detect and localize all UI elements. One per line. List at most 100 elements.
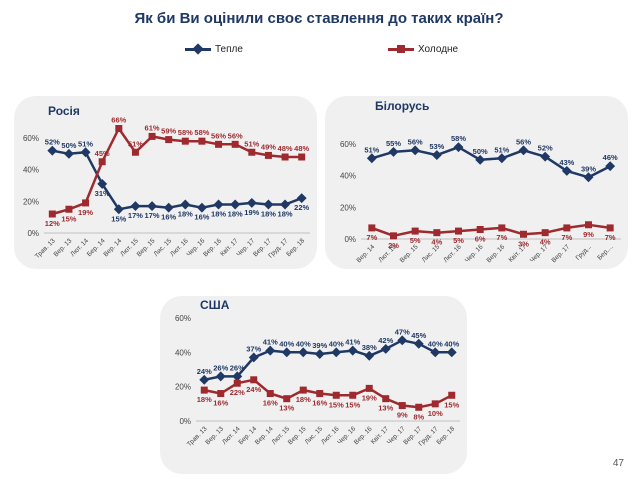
usa-panel: США 0% 20% 40% 60% Трав. 13 Вер. 13 Лют. 14 Бер.… bbox=[160, 296, 467, 474]
belarus-panel: Білорусь 0% 20% 40% 60% Вер. 14 Лют. 15 Вер. 15… bbox=[325, 96, 628, 269]
data-label-warm: 56% bbox=[516, 137, 531, 146]
data-label-cold: 22% bbox=[230, 388, 245, 397]
y-tick-label: 40% bbox=[23, 166, 39, 175]
legend-cold-swatch bbox=[388, 45, 414, 53]
data-point-cold bbox=[585, 221, 592, 229]
data-label-warm: 52% bbox=[45, 138, 60, 147]
x-tick-label: Бер.... bbox=[596, 243, 614, 261]
data-point-cold bbox=[520, 230, 527, 238]
data-point-warm bbox=[397, 335, 408, 346]
data-point-warm bbox=[199, 374, 210, 385]
data-point-cold bbox=[382, 395, 390, 403]
data-label-cold: 56% bbox=[228, 131, 243, 140]
data-label-warm: 15% bbox=[111, 214, 126, 223]
data-label-cold: 5% bbox=[453, 236, 464, 245]
data-label-warm: 43% bbox=[559, 158, 574, 167]
data-point-warm bbox=[113, 204, 124, 215]
data-point-warm bbox=[232, 371, 243, 382]
data-label-cold: 24% bbox=[246, 385, 261, 394]
y-tick-label: 60% bbox=[23, 134, 39, 143]
data-point-cold bbox=[411, 227, 419, 235]
data-label-warm: 56% bbox=[408, 137, 423, 146]
russia-chart-title: Росія bbox=[48, 104, 80, 118]
y-tick-label: 60% bbox=[340, 140, 356, 149]
x-tick-label: Вер. 16 bbox=[485, 243, 506, 264]
data-label-warm: 24% bbox=[197, 367, 212, 376]
data-label-cold: 15% bbox=[61, 214, 76, 223]
data-point-cold bbox=[498, 224, 506, 232]
data-label-warm: 17% bbox=[128, 211, 143, 220]
x-tick-label: Вер. 16 bbox=[202, 237, 223, 258]
series-line-cold bbox=[371, 223, 611, 238]
data-point-cold bbox=[266, 390, 274, 398]
data-label-cold: 15% bbox=[345, 400, 360, 409]
data-point-cold bbox=[231, 140, 239, 148]
legend-cold-label: Холодне bbox=[418, 44, 459, 55]
data-label-warm: 18% bbox=[261, 210, 276, 219]
data-label-warm: 52% bbox=[538, 144, 553, 153]
chart-legend: Тепле Холодне bbox=[0, 43, 638, 60]
data-point-warm bbox=[265, 345, 276, 356]
data-point-cold bbox=[349, 391, 357, 399]
data-label-cold: 18% bbox=[197, 395, 212, 404]
data-label-cold: 7% bbox=[366, 233, 377, 242]
data-point-cold bbox=[448, 391, 456, 399]
data-label-cold: 66% bbox=[111, 116, 126, 125]
x-tick-label: Бер. 18 bbox=[435, 425, 456, 446]
data-label-warm: 51% bbox=[494, 145, 509, 154]
series-line-cold bbox=[51, 127, 302, 216]
data-point-warm bbox=[281, 347, 292, 358]
y-tick-label: 20% bbox=[175, 383, 191, 392]
x-tick-label: Трав. 13 bbox=[34, 237, 57, 260]
data-point-warm bbox=[347, 345, 358, 356]
legend-warm-swatch bbox=[185, 43, 211, 55]
data-label-cold: 4% bbox=[431, 238, 442, 247]
data-point-warm bbox=[314, 349, 325, 359]
x-tick-label: Вер. 15 bbox=[399, 243, 420, 264]
y-tick-label: 40% bbox=[340, 172, 356, 181]
data-point-warm bbox=[605, 161, 616, 172]
data-label-cold: 7% bbox=[561, 233, 572, 242]
data-label-warm: 41% bbox=[345, 338, 360, 347]
data-point-warm bbox=[97, 178, 108, 189]
data-label-cold: 7% bbox=[496, 233, 507, 242]
data-point-cold bbox=[250, 376, 258, 384]
data-point-cold bbox=[165, 136, 173, 144]
data-point-warm bbox=[47, 145, 58, 156]
data-label-cold: 16% bbox=[213, 399, 228, 408]
data-label-cold: 48% bbox=[278, 144, 293, 153]
series-line-warm bbox=[204, 339, 452, 382]
data-label-warm: 40% bbox=[279, 339, 294, 348]
data-point-cold bbox=[332, 391, 340, 399]
data-point-warm bbox=[364, 350, 375, 361]
data-label-cold: 19% bbox=[78, 208, 93, 217]
data-label-warm: 22% bbox=[294, 203, 309, 212]
data-point-warm bbox=[583, 172, 594, 183]
data-label-warm: 47% bbox=[395, 327, 410, 336]
data-label-warm: 18% bbox=[178, 210, 193, 219]
y-tick-label: 0% bbox=[27, 229, 39, 238]
data-label-warm: 39% bbox=[581, 164, 596, 173]
data-label-cold: 16% bbox=[263, 399, 278, 408]
data-point-cold bbox=[181, 137, 189, 145]
y-tick-label: 0% bbox=[344, 235, 356, 244]
data-point-cold bbox=[215, 140, 223, 148]
data-label-cold: 4% bbox=[540, 238, 551, 247]
data-label-warm: 16% bbox=[161, 213, 176, 222]
data-label-cold: 48% bbox=[294, 144, 309, 153]
data-point-cold bbox=[298, 153, 306, 161]
data-label-warm: 55% bbox=[386, 139, 401, 148]
data-label-cold: 45% bbox=[95, 149, 110, 158]
data-point-cold bbox=[316, 390, 324, 398]
legend-item-cold: Холодне bbox=[388, 44, 458, 55]
data-point-cold bbox=[299, 386, 307, 394]
data-point-warm bbox=[213, 199, 224, 210]
data-point-cold bbox=[264, 151, 272, 159]
data-point-warm bbox=[280, 199, 291, 210]
data-label-cold: 49% bbox=[261, 142, 276, 151]
data-point-warm bbox=[180, 199, 191, 210]
data-point-cold bbox=[283, 395, 291, 403]
data-point-warm bbox=[446, 347, 457, 358]
data-label-cold: 12% bbox=[45, 219, 60, 228]
